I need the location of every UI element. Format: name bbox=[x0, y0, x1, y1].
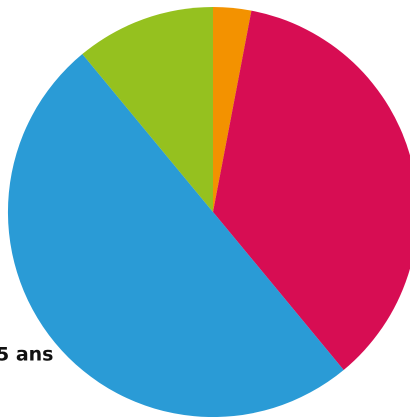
pie-slice bbox=[213, 10, 410, 370]
legend-label: 5 ans bbox=[0, 344, 54, 366]
pie-slice bbox=[7, 54, 344, 417]
pie-slice bbox=[213, 7, 252, 212]
pie-slice bbox=[82, 7, 213, 212]
